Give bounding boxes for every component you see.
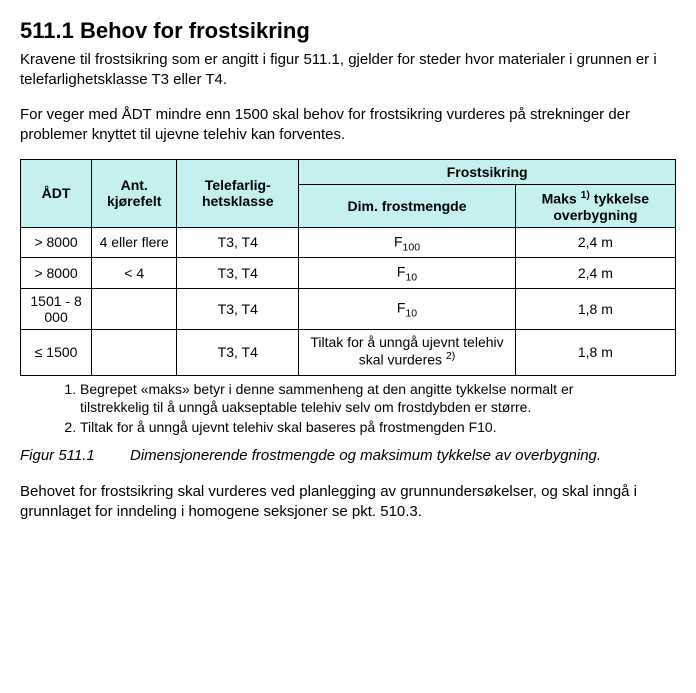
cell-adt: > 8000	[21, 258, 92, 288]
cell-lanes	[92, 329, 177, 375]
closing-paragraph: Behovet for frostsikring skal vurderes v…	[20, 482, 676, 523]
th-max: Maks 1) tykkelse overbygning	[515, 185, 675, 228]
cell-adt: > 8000	[21, 227, 92, 257]
th-max-sup: 1)	[581, 189, 590, 201]
footnote-1: Begrepet «maks» betyr i denne sammenheng…	[80, 380, 636, 416]
table-row: ≤ 1500 T3, T4 Tiltak for å unngå ujevnt …	[21, 329, 676, 375]
cell-dim-post: 2)	[446, 350, 455, 362]
intro-paragraph-2: For veger med ÅDT mindre enn 1500 skal b…	[20, 105, 676, 146]
figure-caption: Figur 511.1 Dimensjonerende frostmengde …	[20, 447, 676, 464]
cell-dim-sub: 100	[403, 241, 421, 253]
section-heading: 511.1 Behov for frostsikring	[20, 18, 676, 44]
th-dim: Dim. frostmengde	[299, 185, 515, 228]
cell-lanes: < 4	[92, 258, 177, 288]
th-frost-group: Frostsikring	[299, 160, 676, 185]
cell-max: 2,4 m	[515, 258, 675, 288]
cell-tele: T3, T4	[177, 288, 299, 329]
cell-lanes	[92, 288, 177, 329]
table-row: > 8000 4 eller flere T3, T4 F100 2,4 m	[21, 227, 676, 257]
footnote-2: Tiltak for å unngå ujevnt telehiv skal b…	[80, 418, 636, 436]
frost-table: ÅDT Ant. kjørefelt Telefarlig-hetsklasse…	[20, 159, 676, 376]
cell-tele: T3, T4	[177, 329, 299, 375]
cell-tele: T3, T4	[177, 258, 299, 288]
table-row: 1501 - 8 000 T3, T4 F10 1,8 m	[21, 288, 676, 329]
th-teleclass: Telefarlig-hetsklasse	[177, 160, 299, 228]
table-footnotes: Begrepet «maks» betyr i denne sammenheng…	[60, 380, 676, 437]
cell-dim-sub: 10	[405, 272, 417, 284]
cell-dim-pre: Tiltak for å unngå ujevnt telehiv skal v…	[310, 334, 503, 368]
th-lanes: Ant. kjørefelt	[92, 160, 177, 228]
cell-max: 2,4 m	[515, 227, 675, 257]
cell-max: 1,8 m	[515, 288, 675, 329]
cell-adt: ≤ 1500	[21, 329, 92, 375]
table-row: > 8000 < 4 T3, T4 F10 2,4 m	[21, 258, 676, 288]
cell-dim: F10	[299, 258, 515, 288]
th-max-pre: Maks	[542, 191, 581, 207]
cell-dim: Tiltak for å unngå ujevnt telehiv skal v…	[299, 329, 515, 375]
cell-dim-sub: 10	[405, 307, 417, 319]
cell-adt: 1501 - 8 000	[21, 288, 92, 329]
cell-dim: F100	[299, 227, 515, 257]
cell-dim-pre: F	[394, 233, 403, 249]
cell-max: 1,8 m	[515, 329, 675, 375]
th-adt: ÅDT	[21, 160, 92, 228]
cell-lanes: 4 eller flere	[92, 227, 177, 257]
cell-tele: T3, T4	[177, 227, 299, 257]
caption-label: Figur 511.1	[20, 447, 130, 464]
intro-paragraph-1: Kravene til frostsikring som er angitt i…	[20, 50, 676, 91]
caption-text: Dimensjonerende frostmengde og maksimum …	[130, 447, 676, 464]
cell-dim: F10	[299, 288, 515, 329]
